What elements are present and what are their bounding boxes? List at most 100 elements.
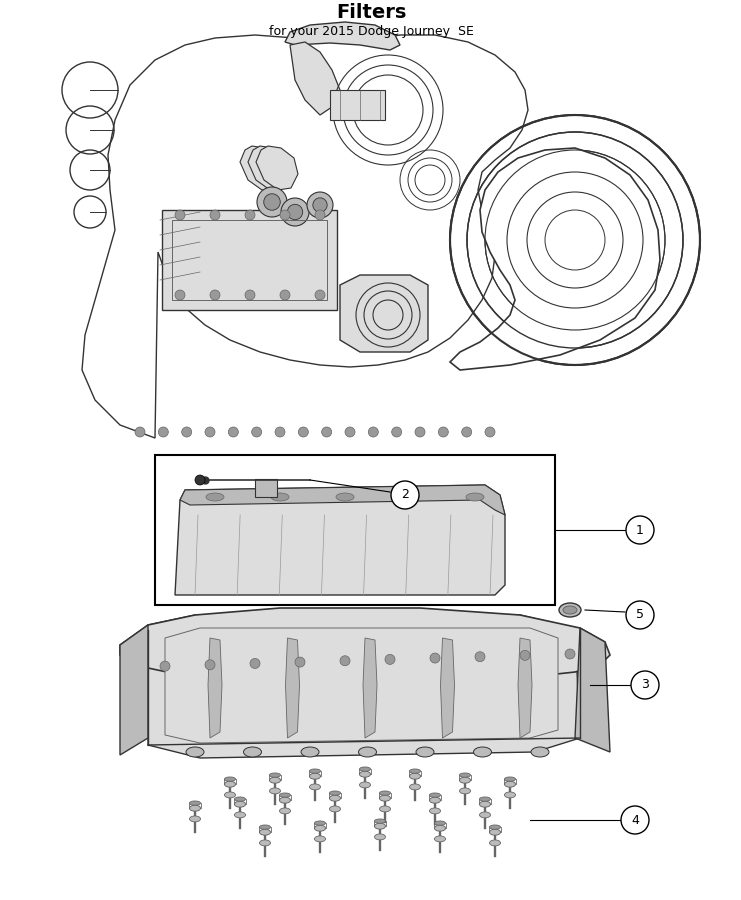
Circle shape bbox=[340, 656, 350, 666]
Circle shape bbox=[520, 651, 530, 661]
Ellipse shape bbox=[490, 840, 500, 846]
Polygon shape bbox=[256, 146, 298, 190]
Ellipse shape bbox=[459, 773, 471, 778]
Circle shape bbox=[245, 210, 255, 220]
Circle shape bbox=[626, 601, 654, 629]
Ellipse shape bbox=[430, 797, 441, 803]
Circle shape bbox=[182, 427, 192, 437]
Ellipse shape bbox=[234, 812, 245, 818]
Ellipse shape bbox=[459, 778, 471, 783]
Circle shape bbox=[295, 657, 305, 667]
Ellipse shape bbox=[259, 829, 270, 835]
Ellipse shape bbox=[336, 493, 354, 501]
Circle shape bbox=[313, 198, 327, 212]
Ellipse shape bbox=[505, 781, 516, 788]
Ellipse shape bbox=[279, 797, 290, 803]
Polygon shape bbox=[240, 146, 282, 190]
Ellipse shape bbox=[559, 603, 581, 617]
Ellipse shape bbox=[430, 793, 441, 797]
Ellipse shape bbox=[225, 781, 236, 788]
Circle shape bbox=[280, 210, 290, 220]
Ellipse shape bbox=[359, 747, 376, 757]
Circle shape bbox=[621, 806, 649, 834]
Ellipse shape bbox=[330, 791, 341, 796]
Polygon shape bbox=[450, 148, 660, 370]
Circle shape bbox=[415, 427, 425, 437]
Ellipse shape bbox=[563, 606, 577, 614]
Ellipse shape bbox=[310, 769, 321, 773]
Ellipse shape bbox=[330, 796, 341, 801]
Text: 1: 1 bbox=[636, 524, 644, 536]
Ellipse shape bbox=[490, 825, 500, 829]
Ellipse shape bbox=[479, 812, 491, 818]
Ellipse shape bbox=[359, 782, 370, 788]
Ellipse shape bbox=[314, 836, 325, 842]
Ellipse shape bbox=[379, 806, 391, 812]
Ellipse shape bbox=[434, 836, 445, 842]
Ellipse shape bbox=[416, 747, 434, 757]
Ellipse shape bbox=[234, 801, 245, 807]
Circle shape bbox=[159, 427, 168, 437]
Polygon shape bbox=[248, 146, 290, 190]
Circle shape bbox=[475, 652, 485, 662]
Ellipse shape bbox=[505, 777, 516, 781]
Circle shape bbox=[565, 649, 575, 659]
Circle shape bbox=[245, 290, 255, 300]
Ellipse shape bbox=[401, 493, 419, 501]
Circle shape bbox=[252, 427, 262, 437]
Circle shape bbox=[345, 427, 355, 437]
Circle shape bbox=[391, 481, 419, 509]
Ellipse shape bbox=[186, 747, 204, 757]
Circle shape bbox=[264, 194, 280, 211]
Polygon shape bbox=[82, 35, 528, 438]
Ellipse shape bbox=[310, 784, 321, 790]
Circle shape bbox=[485, 427, 495, 437]
Polygon shape bbox=[165, 628, 558, 743]
Polygon shape bbox=[208, 638, 222, 738]
Polygon shape bbox=[285, 22, 400, 50]
Circle shape bbox=[228, 427, 239, 437]
Circle shape bbox=[175, 210, 185, 220]
Ellipse shape bbox=[190, 816, 201, 822]
Ellipse shape bbox=[259, 840, 270, 846]
Ellipse shape bbox=[374, 824, 385, 829]
Circle shape bbox=[160, 662, 170, 671]
Ellipse shape bbox=[279, 808, 290, 814]
Ellipse shape bbox=[479, 801, 491, 807]
Circle shape bbox=[392, 427, 402, 437]
Polygon shape bbox=[290, 42, 340, 115]
Polygon shape bbox=[180, 485, 505, 515]
Bar bbox=[172, 220, 327, 300]
Ellipse shape bbox=[190, 801, 201, 806]
Ellipse shape bbox=[379, 796, 391, 801]
Ellipse shape bbox=[270, 778, 281, 783]
Text: Filters: Filters bbox=[336, 3, 406, 22]
Bar bbox=[330, 90, 385, 120]
Circle shape bbox=[195, 475, 205, 485]
Bar bbox=[255, 479, 277, 497]
Circle shape bbox=[299, 427, 308, 437]
Polygon shape bbox=[340, 275, 428, 352]
Circle shape bbox=[626, 516, 654, 544]
Circle shape bbox=[250, 659, 260, 669]
Ellipse shape bbox=[310, 773, 321, 779]
Ellipse shape bbox=[379, 791, 391, 796]
Ellipse shape bbox=[434, 821, 445, 825]
Circle shape bbox=[210, 290, 220, 300]
Bar bbox=[162, 210, 337, 310]
Ellipse shape bbox=[410, 784, 421, 790]
Polygon shape bbox=[175, 485, 505, 595]
Polygon shape bbox=[363, 638, 377, 738]
Ellipse shape bbox=[279, 793, 290, 797]
Circle shape bbox=[315, 290, 325, 300]
Text: 4: 4 bbox=[631, 814, 639, 826]
Circle shape bbox=[175, 290, 185, 300]
Ellipse shape bbox=[505, 792, 516, 798]
Polygon shape bbox=[120, 608, 610, 682]
Circle shape bbox=[368, 427, 379, 437]
Ellipse shape bbox=[234, 797, 245, 801]
Circle shape bbox=[205, 427, 215, 437]
Ellipse shape bbox=[314, 821, 325, 825]
Text: 5: 5 bbox=[636, 608, 644, 622]
Ellipse shape bbox=[259, 825, 270, 829]
